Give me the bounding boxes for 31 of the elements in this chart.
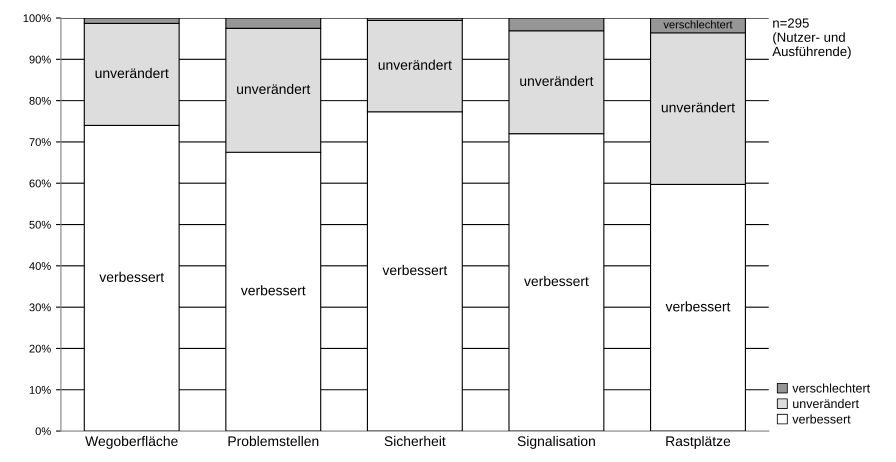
y-tick-label: 0%	[36, 427, 51, 436]
y-tick-label: 60%	[30, 179, 51, 188]
x-tick-label: Problemstellen	[228, 436, 318, 446]
y-tick-label: 10%	[30, 386, 51, 394]
x-tick-label: Sicherheit	[384, 436, 446, 446]
y-tick-label: 30%	[29, 303, 51, 312]
legend-label: unverändert	[793, 398, 859, 408]
y-tick-label: 20%	[30, 344, 51, 353]
data-label: unverändert	[378, 60, 452, 70]
x-tick-label: Signalisation	[518, 436, 595, 449]
data-label: unverändert	[662, 102, 735, 112]
data-label: verbessert	[240, 285, 306, 296]
data-label: verbessert	[99, 272, 164, 282]
data-label: unverändert	[237, 84, 310, 94]
data-label: verbessert	[382, 264, 448, 276]
y-tick-label: 50%	[29, 220, 51, 229]
data-label: verschlechtert	[663, 20, 732, 28]
data-label: verbessert	[524, 276, 589, 286]
data-label: unverändert	[520, 76, 594, 86]
y-tick-label: 90%	[29, 56, 51, 64]
text: n=295 (Nutzer- und Ausführende)	[772, 18, 851, 59]
x-tick-label: Wegoberfläche	[85, 436, 178, 449]
y-tick-label: 100%	[24, 14, 51, 22]
data-label: verbessert	[666, 301, 730, 312]
data-label: unverändert	[96, 68, 169, 78]
y-tick-label: 70%	[30, 138, 51, 146]
legend-label: verschlechtert	[792, 383, 870, 393]
y-tick-label: 80%	[29, 96, 51, 105]
x-tick-label: Rastplätze	[666, 436, 730, 449]
y-tick-label: 40%	[29, 262, 51, 270]
legend-label: verbessert	[792, 414, 851, 424]
